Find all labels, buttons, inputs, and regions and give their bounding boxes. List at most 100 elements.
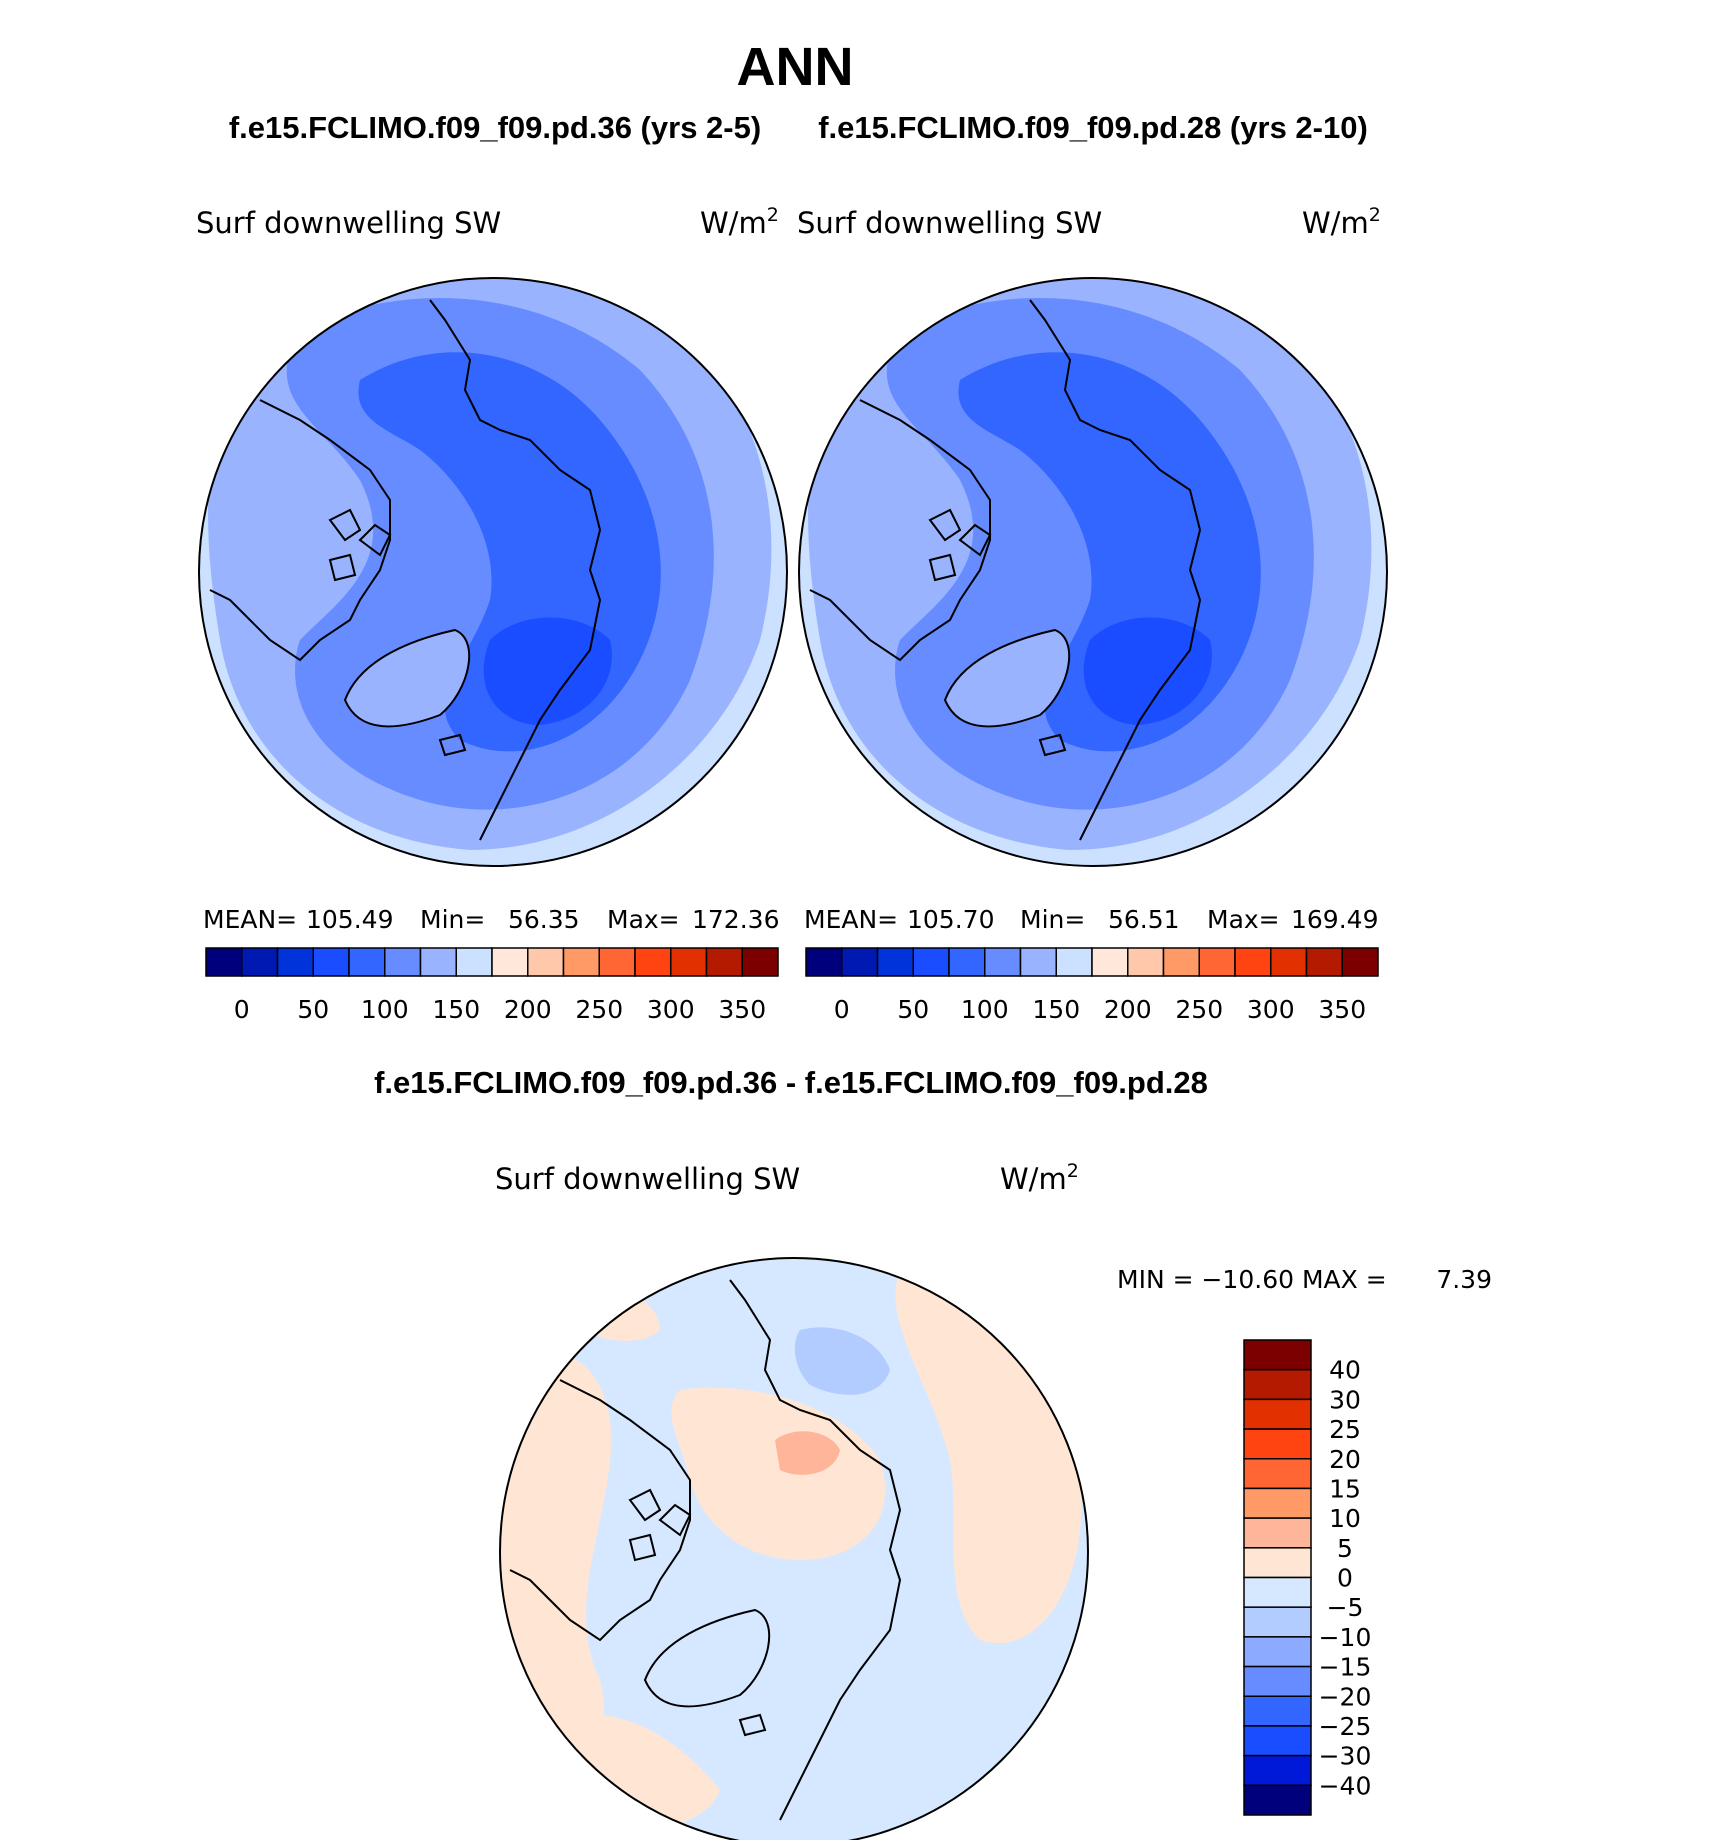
colorbar-swatch: [419, 947, 457, 977]
panel1-mean-value: 105.49: [306, 905, 393, 934]
colorbar-tick-label: 100: [361, 995, 409, 1024]
panel2-field-label: Surf downwelling SW: [797, 206, 1102, 240]
colorbar-swatch: [1305, 947, 1343, 977]
panel2-mean-label: MEAN=: [804, 905, 898, 934]
difference-title: f.e15.FCLIMO.f09_f09.pd.36 - f.e15.FCLIM…: [374, 1065, 1208, 1100]
colorbar-swatch: [1243, 1636, 1312, 1668]
diff-map-coastline-islands: [628, 1488, 767, 1737]
colorbar-tick-label: 50: [297, 995, 329, 1024]
map-coastline-greenland: [343, 628, 471, 728]
panel2-max-value: 169.49: [1291, 905, 1378, 934]
colorbar-tick-label: −20: [1319, 1682, 1372, 1711]
map-fill-core: [1083, 617, 1212, 725]
colorbar-swatch: [1243, 1517, 1312, 1549]
colorbar-tick-label: 350: [1318, 995, 1366, 1024]
colorbar-swatch: [455, 947, 493, 977]
panel2-min-value: 56.51: [1108, 905, 1180, 934]
colorbar-tick-label: 50: [897, 995, 929, 1024]
colorbar-swatch: [1270, 947, 1308, 977]
panel2-min-label: Min=: [1020, 905, 1085, 934]
diff-field-label: Surf downwelling SW: [495, 1162, 800, 1196]
colorbar-swatch: [805, 947, 843, 977]
colorbar-tick-label: 40: [1329, 1356, 1361, 1385]
colorbar-tick-label: 250: [1175, 995, 1223, 1024]
colorbar-swatch: [705, 947, 743, 977]
colorbar-swatch: [241, 947, 279, 977]
colorbar-tick-label: −25: [1319, 1712, 1372, 1741]
diff-map-border: [499, 1257, 1089, 1840]
panel1-colorbar: 0 50 100 150 200 250 300 350: [205, 947, 779, 1024]
map-coastline-eurasia: [429, 299, 602, 841]
colorbar-swatch: [312, 947, 350, 977]
colorbar-swatch: [1234, 947, 1272, 977]
colorbar-tick-label: −30: [1319, 1742, 1372, 1771]
colorbar-swatch: [912, 947, 950, 977]
colorbar-swatch: [1243, 1339, 1312, 1371]
diff-units-label: W/m2: [1000, 1160, 1079, 1196]
colorbar-swatch: [1243, 1428, 1312, 1460]
colorbar-tick-label: 20: [1329, 1445, 1361, 1474]
colorbar-swatch: [1243, 1784, 1312, 1816]
colorbar-tick-label: 0: [1337, 1564, 1353, 1593]
colorbar-tick-label: 350: [718, 995, 766, 1024]
colorbar-swatch: [1243, 1487, 1312, 1519]
colorbar-swatch: [205, 947, 243, 977]
colorbar-tick-label: 10: [1329, 1504, 1361, 1533]
colorbar-tick-label: 0: [834, 995, 850, 1024]
diff-minmax-label: MIN = −10.60 MAX =: [1117, 1265, 1387, 1294]
diff-max-value: 7.39: [1436, 1265, 1492, 1294]
colorbar-swatch: [1243, 1725, 1312, 1757]
panel1-min-value: 56.35: [508, 905, 580, 934]
panel2-units-label: W/m2: [1302, 204, 1381, 240]
colorbar-swatch: [562, 947, 600, 977]
panel2-max-label: Max=: [1207, 905, 1280, 934]
panel2-stats: MEAN= 105.70 Min= 56.51 Max= 169.49: [804, 905, 1378, 934]
map-coastline-america: [809, 399, 991, 662]
colorbar-tick-label: 25: [1329, 1415, 1361, 1444]
colorbar-swatch: [1055, 947, 1093, 977]
panel2-colorbar: 0 50 100 150 200 250 300 350: [805, 947, 1379, 1024]
colorbar-tick-label: −15: [1319, 1653, 1372, 1682]
colorbar-tick-label: 200: [1104, 995, 1152, 1024]
map-coastline-islands: [328, 508, 467, 757]
panel1-map-border: [198, 277, 788, 867]
subtitle-right: f.e15.FCLIMO.f09_f09.pd.28 (yrs 2-10): [818, 110, 1368, 145]
colorbar-swatch: [384, 947, 422, 977]
panel1-polar-map: [198, 277, 788, 867]
colorbar-tick-label: 250: [575, 995, 623, 1024]
colorbar-swatch: [670, 947, 708, 977]
difference-polar-map: [499, 1257, 1089, 1840]
map-fill-core: [483, 617, 612, 725]
panel2-mean-value: 105.70: [907, 905, 994, 934]
diff-map-coastline-america: [509, 1379, 691, 1642]
panel1-mean-label: MEAN=: [203, 905, 297, 934]
colorbar-tick-label: −5: [1327, 1593, 1364, 1622]
map-greenland: [345, 630, 470, 727]
colorbar-tick-label: −10: [1319, 1623, 1372, 1652]
diff-map-warm-east: [895, 1270, 1082, 1644]
colorbar-swatch: [1243, 1754, 1312, 1787]
colorbar-swatch: [491, 947, 529, 977]
main-title: ANN: [737, 37, 854, 97]
colorbar-swatch: [741, 947, 779, 977]
map-coastline-islands: [928, 508, 1067, 757]
colorbar-swatch: [1019, 947, 1057, 977]
colorbar-swatch: [1243, 1368, 1312, 1401]
colorbar-swatch: [948, 947, 986, 977]
colorbar-swatch: [984, 947, 1022, 977]
panel1-max-label: Max=: [607, 905, 680, 934]
map-coastline-america: [209, 399, 391, 662]
panel1-max-value: 172.36: [692, 905, 779, 934]
colorbar-tick-label: 30: [1329, 1385, 1361, 1414]
colorbar-tick-label: 150: [1032, 995, 1080, 1024]
diff-map-warm-north: [560, 1283, 660, 1341]
colorbar-swatch: [1243, 1547, 1312, 1579]
diff-map-coastline-greenland: [643, 1608, 771, 1708]
colorbar-tick-label: −40: [1319, 1771, 1372, 1800]
diff-map-coastline-eurasia: [729, 1279, 902, 1821]
colorbar-tick-label: 15: [1329, 1474, 1361, 1503]
panel1-stats: MEAN= 105.49 Min= 56.35 Max= 172.36: [203, 905, 779, 934]
colorbar-swatch: [841, 947, 879, 977]
